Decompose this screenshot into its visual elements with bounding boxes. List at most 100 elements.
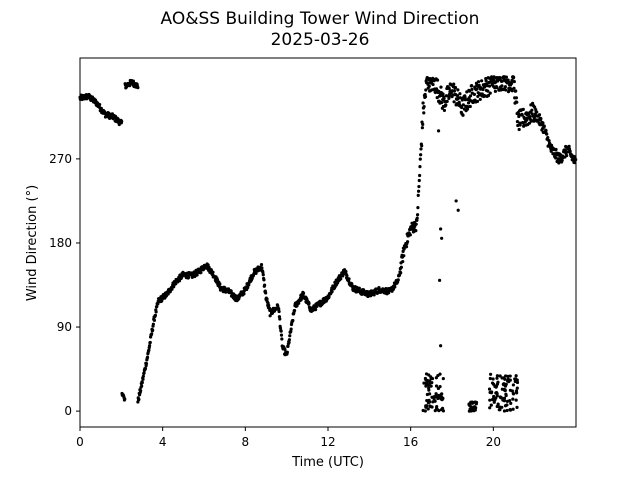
data-point [470, 87, 474, 91]
data-point [441, 92, 445, 96]
y-tick-label: 180 [49, 236, 72, 250]
data-point [514, 374, 518, 378]
data-point [546, 135, 550, 140]
y-tick-label: 0 [64, 404, 72, 418]
data-point [435, 96, 439, 100]
data-point [491, 397, 495, 401]
data-point [549, 149, 553, 153]
scatter-points [78, 75, 578, 413]
x-tick-label: 20 [486, 435, 501, 449]
data-point [489, 372, 493, 376]
x-tick-label: 4 [159, 435, 167, 449]
data-point [427, 388, 431, 392]
data-point [512, 86, 516, 90]
data-point [504, 75, 509, 79]
data-point [447, 86, 451, 91]
data-point [452, 89, 457, 93]
data-point [439, 344, 443, 348]
y-tick-label: 90 [57, 320, 72, 334]
data-point [277, 309, 281, 314]
data-point [554, 156, 558, 160]
data-point [327, 295, 331, 299]
data-point [396, 278, 400, 282]
data-point [503, 85, 507, 89]
data-point [291, 318, 295, 323]
data-point [539, 117, 543, 121]
data-point [419, 147, 423, 151]
data-point [498, 407, 502, 412]
data-point [495, 394, 499, 398]
data-point [289, 327, 293, 331]
data-point [517, 114, 521, 119]
data-point [287, 340, 291, 345]
data-point [436, 129, 441, 133]
x-axis-label: Time (UTC) [291, 455, 364, 470]
data-point [504, 392, 508, 396]
data-point [414, 222, 418, 226]
data-point [460, 105, 464, 110]
data-point [440, 236, 444, 240]
data-point [393, 285, 397, 289]
data-point [506, 78, 510, 82]
data-point [481, 87, 485, 92]
data-point [493, 89, 497, 93]
chart-title: AO&SS Building Tower Wind Direction [161, 9, 480, 29]
data-point [554, 147, 558, 152]
data-point [432, 395, 437, 399]
data-point [500, 405, 504, 409]
data-point [452, 100, 456, 104]
data-point [498, 374, 502, 378]
data-point [489, 391, 493, 395]
data-point [506, 379, 510, 383]
data-point [573, 161, 577, 165]
data-point [488, 398, 492, 402]
data-point [515, 391, 519, 395]
data-point [150, 332, 154, 336]
data-point [505, 403, 509, 407]
data-point [461, 113, 465, 117]
data-point [437, 396, 441, 400]
data-point [283, 347, 287, 351]
data-point [425, 398, 429, 403]
data-point [339, 277, 343, 281]
data-point [493, 384, 497, 388]
data-point [447, 96, 451, 100]
data-point [487, 387, 492, 391]
data-point [439, 395, 443, 399]
data-point [454, 199, 458, 203]
data-point [429, 384, 433, 388]
data-point [186, 275, 191, 280]
data-point [433, 399, 437, 403]
data-point [347, 277, 351, 281]
data-point [278, 326, 283, 330]
data-point [265, 297, 269, 301]
data-point [286, 344, 290, 348]
data-point [476, 80, 481, 84]
data-point [509, 81, 514, 85]
data-point [142, 371, 146, 375]
data-point [502, 409, 507, 413]
data-point [143, 366, 148, 371]
data-point [486, 89, 490, 93]
data-point [177, 279, 182, 283]
data-point [278, 317, 282, 321]
data-point [246, 285, 250, 290]
data-point [439, 227, 443, 231]
data-point [530, 108, 534, 112]
data-point [542, 124, 546, 128]
data-point [405, 240, 410, 244]
data-point [508, 374, 512, 378]
data-point [195, 273, 199, 277]
data-point [153, 313, 158, 317]
data-point [486, 93, 491, 98]
data-point [267, 303, 271, 308]
data-point [461, 103, 465, 107]
data-point [174, 282, 178, 286]
data-point [404, 245, 409, 249]
data-point [307, 301, 311, 306]
data-point [426, 81, 431, 85]
data-point [408, 233, 412, 237]
data-point [154, 310, 158, 314]
data-point [487, 84, 492, 88]
